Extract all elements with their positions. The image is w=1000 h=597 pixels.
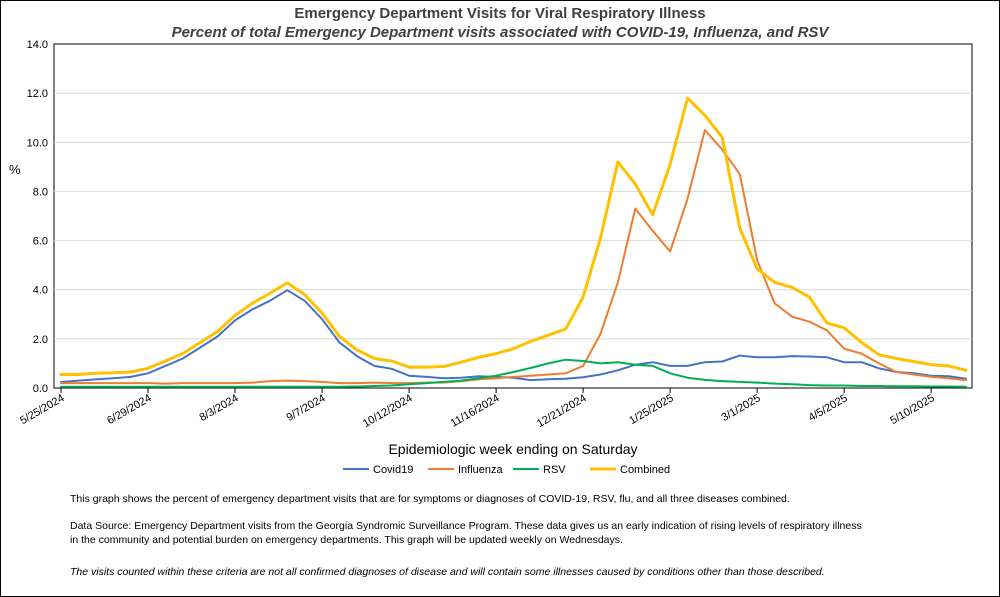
x-tick-label: 4/5/2025 [807, 392, 850, 424]
y-tick-label: 2.0 [33, 334, 48, 346]
chart-subtitle: Percent of total Emergency Department vi… [171, 24, 829, 41]
y-tick-label: 14.0 [27, 39, 48, 51]
x-tick-label: 5/25/2024 [18, 392, 66, 427]
x-tick-label: 6/29/2024 [105, 392, 153, 427]
note-data-source-line2: in the community and potential burden on… [70, 534, 623, 546]
x-axis-label: Epidemiologic week ending on Saturday [388, 441, 637, 457]
x-tick-label: 8/3/2024 [197, 392, 240, 424]
y-tick-label: 8.0 [33, 186, 48, 198]
y-axis-label: % [9, 162, 21, 177]
x-tick-label: 11/16/2024 [449, 392, 502, 430]
y-tick-label: 4.0 [33, 285, 48, 297]
legend-label-influenza: Influenza [458, 464, 504, 476]
note-description: This graph shows the percent of emergenc… [70, 493, 790, 505]
x-tick-label: 3/1/2025 [720, 392, 763, 424]
series-line-influenza [60, 129, 967, 385]
series-line-rsv [60, 358, 967, 388]
x-tick-label: 5/10/2025 [888, 392, 936, 427]
y-axis-ticks: 0.0 2.0 4.0 6.0 8.0 10.0 12.0 14.0 [27, 39, 48, 395]
legend-label-covid19: Covid19 [373, 464, 413, 476]
chart-title: Emergency Department Visits for Viral Re… [294, 5, 706, 22]
legend-label-combined: Combined [620, 464, 670, 476]
series-lines [59, 96, 968, 388]
x-tick-label: 10/12/2024 [361, 392, 415, 430]
y-tick-label: 0.0 [33, 383, 48, 395]
y-tick-label: 12.0 [27, 88, 48, 100]
x-tick-label: 1/25/2025 [627, 392, 675, 427]
note-data-source-line1: Data Source: Emergency Department visits… [70, 520, 862, 532]
x-tick-label: 9/7/2024 [284, 392, 327, 424]
plot-area [53, 43, 973, 389]
legend-label-rsv: RSV [543, 464, 566, 476]
y-tick-label: 10.0 [27, 137, 48, 149]
y-tick-label: 6.0 [33, 236, 48, 248]
x-axis-ticks: 5/25/2024 6/29/2024 8/3/2024 9/7/2024 10/12/… [18, 388, 937, 430]
series-line-combined [59, 96, 968, 376]
note-disclaimer: The visits counted within these criteria… [70, 566, 825, 578]
note-data-source: Data Source: Emergency Department visits… [70, 519, 950, 547]
gridlines [54, 92, 972, 340]
legend: Covid19 Influenza RSV Combined [343, 464, 670, 476]
x-tick-label: 12/21/2024 [535, 392, 589, 430]
line-chart: 0.0 2.0 4.0 6.0 8.0 10.0 12.0 14.0 5/25/2024 6/2… [9, 39, 973, 476]
